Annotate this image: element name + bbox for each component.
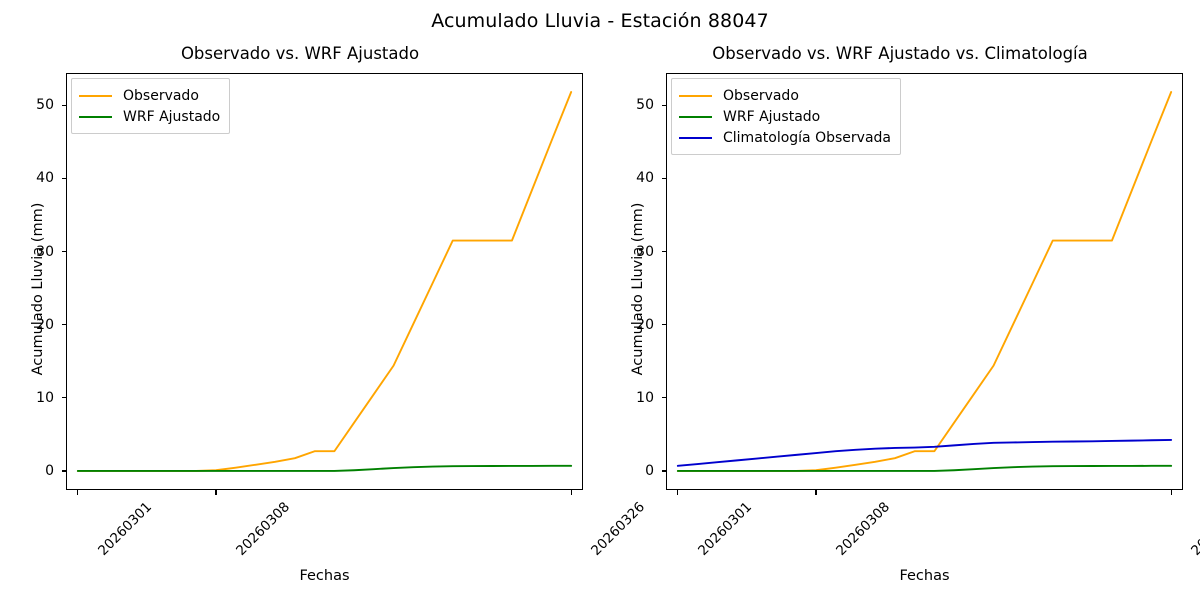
y-tick-label: 20	[36, 316, 54, 333]
subplot-left-legend[interactable]: Observado WRF Ajustado	[71, 78, 231, 134]
subplot-right-ylabel: Acumulado Lluvia (mm)	[630, 202, 646, 376]
subplot-left-axes-frame	[66, 73, 583, 490]
figure-suptitle: Acumulado Lluvia - Estación 88047	[431, 10, 769, 32]
y-tick-label: 0	[45, 462, 54, 479]
subplot-right: Observado vs. WRF Ajustado vs. Climatolo…	[600, 0, 1200, 600]
y-tick-mark	[61, 177, 66, 179]
legend-swatch-icon	[679, 136, 712, 139]
x-tick-label: 20260308	[833, 499, 894, 559]
legend-label: WRF Ajustado	[723, 108, 821, 125]
y-tick-label: 20	[636, 316, 654, 333]
y-tick-mark	[661, 250, 666, 253]
legend-swatch-icon	[679, 115, 712, 118]
x-tick-label: 20260301	[694, 499, 755, 559]
legend-item[interactable]: Observado	[79, 85, 220, 106]
y-tick-label: 30	[636, 243, 654, 260]
y-tick-mark	[661, 177, 666, 179]
subplot-right-legend[interactable]: Observado WRF Ajustado Climatología Observ…	[671, 78, 901, 155]
subplot-left: Observado vs. WRF Ajustado Acumulado Llu…	[30, 44, 648, 584]
y-tick-mark	[661, 470, 666, 472]
subplot-right-title: Observado vs. WRF Ajustado vs. Climatolo…	[712, 44, 1088, 63]
y-tick-mark	[61, 397, 66, 399]
x-tick-label: 20260301	[94, 499, 155, 559]
x-tick-mark	[570, 490, 572, 495]
y-tick-mark	[61, 104, 66, 106]
x-tick-mark	[677, 490, 679, 495]
y-tick-mark	[61, 470, 66, 472]
y-tick-label: 10	[36, 389, 54, 406]
x-tick-mark	[215, 490, 217, 495]
y-tick-label: 0	[645, 462, 654, 479]
line-series	[676, 438, 1173, 467]
x-tick-mark	[1170, 490, 1172, 495]
x-tick-label: 20260326	[1188, 499, 1200, 559]
y-tick-mark	[61, 324, 66, 326]
legend-item[interactable]: WRF Ajustado	[679, 106, 891, 127]
y-tick-label: 50	[636, 97, 654, 114]
legend-swatch-icon	[79, 115, 112, 118]
legend-label: Observado	[723, 87, 799, 104]
y-tick-label: 40	[636, 170, 654, 187]
legend-swatch-icon	[79, 94, 112, 97]
legend-label: WRF Ajustado	[123, 108, 221, 125]
y-tick-label: 10	[636, 389, 654, 406]
line-series	[676, 464, 1173, 472]
legend-item[interactable]: WRF Ajustado	[79, 106, 220, 127]
subplot-left-title: Observado vs. WRF Ajustado	[180, 44, 420, 63]
y-tick-mark	[661, 324, 666, 326]
subplot-left-xlabel: Fechas	[299, 568, 350, 584]
line-series	[76, 464, 573, 472]
subplot-right-xlabel: Fechas	[899, 568, 950, 584]
y-tick-label: 30	[36, 243, 54, 260]
y-tick-label: 50	[36, 97, 54, 114]
subplot-left-plot-area	[76, 91, 573, 472]
y-tick-mark	[61, 250, 66, 253]
x-tick-label: 20260308	[233, 499, 294, 559]
x-tick-mark	[77, 490, 79, 495]
y-tick-label: 40	[36, 170, 54, 187]
y-tick-mark	[661, 104, 666, 106]
line-series	[76, 91, 573, 472]
legend-item[interactable]: Climatología Observada	[679, 127, 891, 148]
subplot-left-ylabel: Acumulado Lluvia (mm)	[30, 202, 46, 376]
y-tick-mark	[661, 397, 666, 399]
x-tick-mark	[815, 490, 817, 495]
legend-swatch-icon	[679, 94, 712, 97]
subplot-right-plot-area	[676, 91, 1173, 472]
legend-item[interactable]: Observado	[679, 85, 891, 106]
legend-label: Observado	[123, 87, 199, 104]
legend-label: Climatología Observada	[723, 129, 891, 146]
